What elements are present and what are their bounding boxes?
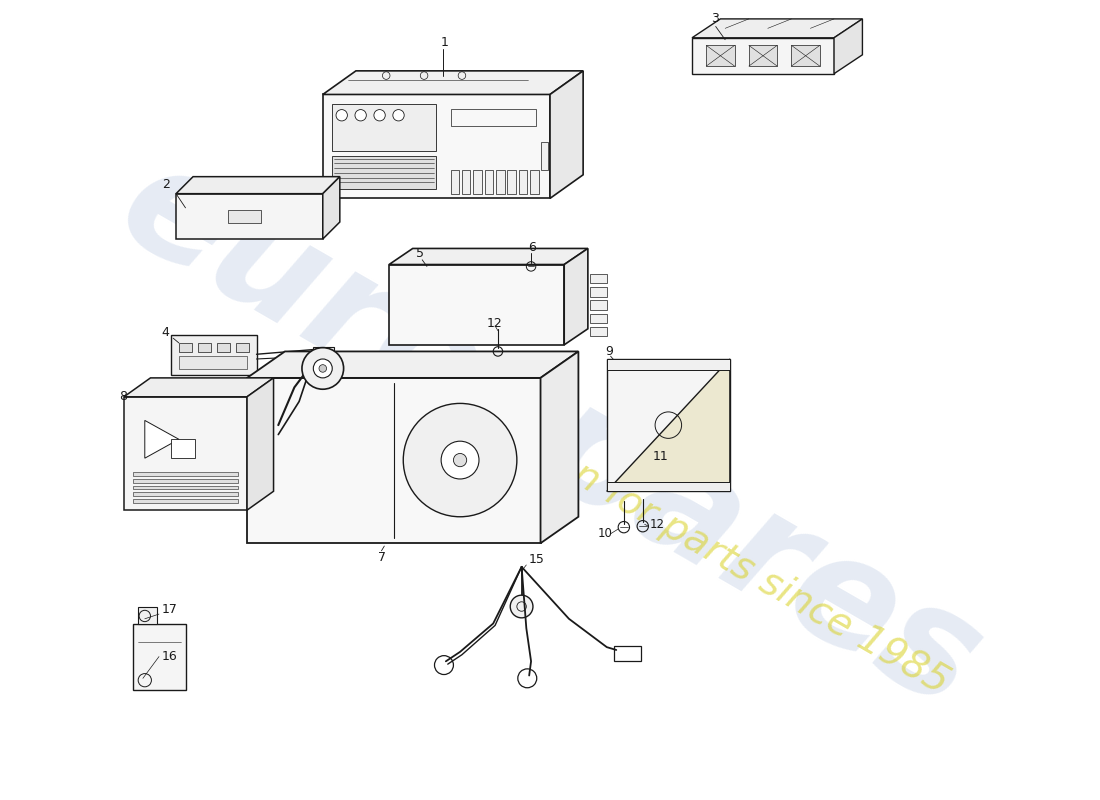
Circle shape (453, 454, 466, 466)
Polygon shape (389, 265, 564, 345)
Text: 12: 12 (486, 317, 503, 330)
Circle shape (319, 365, 327, 372)
Polygon shape (322, 177, 340, 239)
Bar (451, 109, 536, 126)
Bar (706, 46, 735, 66)
Bar (133, 486, 238, 490)
Text: 9: 9 (605, 345, 613, 358)
Text: 15: 15 (529, 553, 544, 566)
Text: 2: 2 (162, 178, 169, 190)
Circle shape (302, 348, 343, 390)
Polygon shape (124, 378, 274, 397)
Bar (590, 314, 607, 323)
Bar (519, 170, 527, 194)
Polygon shape (248, 378, 540, 543)
Bar (540, 142, 548, 170)
Polygon shape (176, 177, 340, 194)
Circle shape (355, 110, 366, 121)
Polygon shape (176, 194, 322, 239)
Text: 10: 10 (597, 527, 613, 540)
Bar (607, 482, 730, 491)
Bar (198, 343, 211, 352)
Text: 12: 12 (649, 518, 664, 531)
Polygon shape (248, 378, 274, 510)
Polygon shape (322, 94, 550, 198)
Bar (133, 492, 238, 496)
Bar (235, 343, 249, 352)
Bar (607, 359, 730, 370)
Bar (462, 170, 471, 194)
Circle shape (510, 595, 534, 618)
Polygon shape (145, 421, 179, 458)
Bar (590, 274, 607, 283)
Bar (652, 478, 662, 486)
Polygon shape (834, 19, 862, 74)
Bar (496, 170, 505, 194)
Bar (179, 343, 192, 352)
Circle shape (374, 110, 385, 121)
Bar (652, 466, 662, 474)
Text: 16: 16 (162, 650, 177, 663)
Bar (590, 327, 607, 336)
Text: 5: 5 (416, 246, 424, 260)
Polygon shape (389, 249, 587, 265)
Bar (332, 104, 437, 151)
Bar (485, 170, 493, 194)
Bar (749, 46, 778, 66)
Bar (133, 472, 238, 476)
Polygon shape (692, 38, 834, 74)
Circle shape (441, 441, 478, 479)
Polygon shape (540, 351, 579, 543)
Circle shape (336, 110, 348, 121)
Text: 7: 7 (377, 551, 386, 564)
Text: 11: 11 (652, 450, 668, 463)
Bar (473, 170, 482, 194)
Bar (615, 646, 641, 662)
Polygon shape (692, 19, 862, 38)
Bar (172, 439, 195, 458)
Text: a passion for parts since 1985: a passion for parts since 1985 (428, 375, 956, 702)
Bar (451, 170, 459, 194)
Text: 1: 1 (441, 36, 449, 49)
Text: 8: 8 (119, 390, 128, 403)
Polygon shape (607, 359, 730, 491)
Bar (791, 46, 820, 66)
Bar (314, 346, 334, 360)
Circle shape (404, 403, 517, 517)
Bar (228, 210, 261, 223)
Bar (179, 356, 248, 370)
Text: 17: 17 (162, 603, 178, 616)
Polygon shape (607, 359, 730, 491)
Polygon shape (322, 71, 583, 94)
Polygon shape (564, 249, 587, 345)
Bar (507, 170, 516, 194)
Bar (332, 156, 437, 189)
Polygon shape (550, 71, 583, 198)
Polygon shape (124, 397, 248, 510)
Circle shape (393, 110, 404, 121)
Bar (133, 499, 238, 502)
Bar (217, 343, 230, 352)
Bar (649, 463, 664, 486)
Text: eurospares: eurospares (95, 129, 1005, 741)
Bar (590, 287, 607, 297)
Bar (133, 479, 238, 482)
Bar (139, 606, 157, 623)
Polygon shape (248, 351, 579, 378)
Polygon shape (172, 335, 256, 375)
Text: 3: 3 (711, 12, 718, 26)
Bar (590, 301, 607, 310)
Bar (530, 170, 539, 194)
Circle shape (314, 359, 332, 378)
Text: 4: 4 (162, 326, 169, 339)
Polygon shape (133, 623, 186, 690)
Text: 6: 6 (528, 241, 536, 254)
